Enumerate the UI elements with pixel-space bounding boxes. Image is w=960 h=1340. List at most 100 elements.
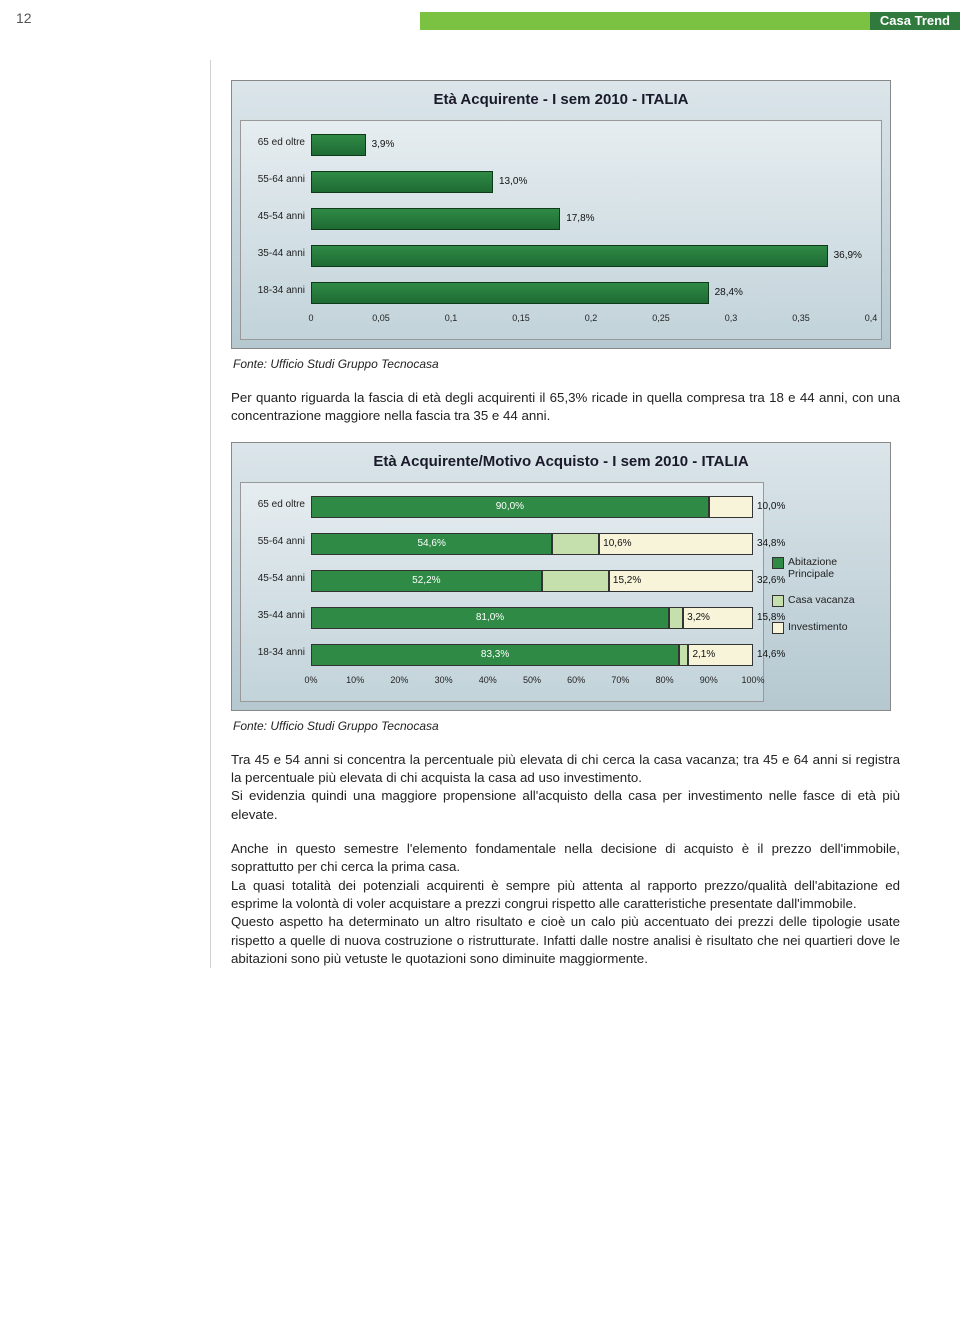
paragraph-1: Per quanto riguarda la fascia di età deg… [231,389,900,426]
chart2-seg-label: 83,3% [481,649,509,660]
chart1-row: 55-64 anni13,0% [311,166,871,198]
chart2-seg-label: 10,0% [757,501,785,512]
chart-age-motive: Età Acquirente/Motivo Acquisto - I sem 2… [231,442,891,711]
chart2-row: 18-34 anni83,3%2,1%14,6% [311,639,753,671]
page-number: 12 [16,10,32,26]
chart1-ylabel: 65 ed oltre [241,137,305,148]
chart2-seg-label: 3,2% [687,612,710,623]
chart2-segment [709,496,753,518]
chart2-seg-label: 15,8% [757,612,785,623]
chart1-xaxis: 00,050,10,150,20,250,30,350,4 [311,313,871,333]
chart2-ylabel: 45-54 anni [241,573,305,584]
chart1-ylabel: 35-44 anni [241,248,305,259]
chart2-row: 45-54 anni52,2%15,2%32,6% [311,565,753,597]
chart2-seg-label: 14,6% [757,649,785,660]
chart2-row: 65 ed oltre90,0%10,0% [311,491,753,523]
chart1-xtick: 0,15 [512,313,530,323]
chart2-segment [669,607,683,629]
chart2-seg-label: 81,0% [476,612,504,623]
chart2-seg-label: 90,0% [496,501,524,512]
chart2-xtick: 50% [523,675,541,685]
chart2-xtick: 0% [304,675,317,685]
chart2-ylabel: 18-34 anni [241,647,305,658]
chart2-seg-label: 34,8% [757,538,785,549]
legend-item: Investimento [772,621,882,634]
chart1-xtick: 0,1 [445,313,458,323]
content-column: Età Acquirente - I sem 2010 - ITALIA 65 … [210,60,900,968]
chart1-ylabel: 45-54 anni [241,211,305,222]
chart1-ylabel: 55-64 anni [241,174,305,185]
chart2-seg-label: 54,6% [417,538,445,549]
chart2-xtick: 10% [346,675,364,685]
chart2-xaxis: 0%10%20%30%40%50%60%70%80%90%100% [311,675,753,695]
chart1-plot: 65 ed oltre3,9%55-64 anni13,0%45-54 anni… [240,120,882,340]
paragraph-6: Questo aspetto ha determinato un altro r… [231,913,900,968]
chart1-bar [311,245,828,267]
chart1-ylabel: 18-34 anni [241,285,305,296]
chart2-plot: 65 ed oltre90,0%10,0% 55-64 anni 54,6% 10,6… [240,482,764,702]
chart1-bar [311,134,366,156]
chart1-row: 35-44 anni36,9% [311,240,871,272]
chart2-xtick: 80% [656,675,674,685]
legend-label: Casa vacanza [788,594,855,606]
legend-swatch [772,557,784,569]
chart2-title: Età Acquirente/Motivo Acquisto - I sem 2… [240,453,882,470]
chart2-xtick: 60% [567,675,585,685]
chart2-seg-label: 10,6% [603,538,631,549]
chart1-bar-label: 28,4% [715,287,743,298]
chart2-segment [679,644,688,666]
chart1-xtick: 0,25 [652,313,670,323]
chart2-xtick: 90% [700,675,718,685]
chart2-ylabel: 55-64 anni [241,536,305,547]
chart2-ylabel: 35-44 anni [241,610,305,621]
chart1-bar-label: 36,9% [834,250,862,261]
chart1-xtick: 0,4 [865,313,878,323]
chart1-title: Età Acquirente - I sem 2010 - ITALIA [240,91,882,108]
chart1-bar-label: 13,0% [499,176,527,187]
chart2-seg-label: 15,2% [613,575,641,586]
chart2-seg-label: 2,1% [692,649,715,660]
paragraph-2: Tra 45 e 54 anni si concentra la percent… [231,751,900,788]
legend-item: Casa vacanza [772,594,882,607]
chart1-row: 65 ed oltre3,9% [311,129,871,161]
chart1-bar-label: 3,9% [372,139,395,150]
chart1-xtick: 0,3 [725,313,738,323]
chart1-xtick: 0,2 [585,313,598,323]
chart2-xtick: 30% [435,675,453,685]
chart1-caption: Fonte: Ufficio Studi Gruppo Tecnocasa [233,357,900,371]
chart1-xtick: 0,05 [372,313,390,323]
paragraph-5: La quasi totalità dei potenziali acquire… [231,877,900,914]
chart1-xtick: 0,35 [792,313,810,323]
chart2-row: 35-44 anni81,0%3,2%15,8% [311,602,753,634]
chart2-xtick: 20% [390,675,408,685]
chart2-row: 55-64 anni54,6%10,6%34,8% [311,528,753,560]
chart2-caption: Fonte: Ufficio Studi Gruppo Tecnocasa [233,719,900,733]
chart2-xtick: 100% [741,675,764,685]
legend-label: Investimento [788,621,848,633]
chart2-seg-label: 32,6% [757,575,785,586]
chart1-row: 45-54 anni17,8% [311,203,871,235]
chart1-bar [311,171,493,193]
chart2-xtick: 70% [611,675,629,685]
legend-item: Abitazione Principale [772,556,882,580]
chart2-segment [542,570,609,592]
chart1-bar [311,208,560,230]
chart2-xtick: 40% [479,675,497,685]
chart2-legend: Abitazione Principale Casa vacanza Investi… [764,482,882,702]
legend-swatch [772,595,784,607]
paragraph-4: Anche in questo semestre l'elemento fond… [231,840,900,877]
header-accent [420,12,870,30]
chart1-bar [311,282,709,304]
chart2-seg-label: 52,2% [412,575,440,586]
paragraph-3: Si evidenzia quindi una maggiore propens… [231,787,900,824]
chart-age-buyer: Età Acquirente - I sem 2010 - ITALIA 65 … [231,80,891,349]
header-bar: Casa Trend [0,12,960,30]
chart1-bar-label: 17,8% [566,213,594,224]
legend-swatch [772,622,784,634]
header-title: Casa Trend [870,12,960,30]
chart2-ylabel: 65 ed oltre [241,499,305,510]
chart2-segment [552,533,599,555]
chart1-row: 18-34 anni28,4% [311,277,871,309]
legend-label: Abitazione Principale [788,556,882,580]
chart1-xtick: 0 [308,313,313,323]
